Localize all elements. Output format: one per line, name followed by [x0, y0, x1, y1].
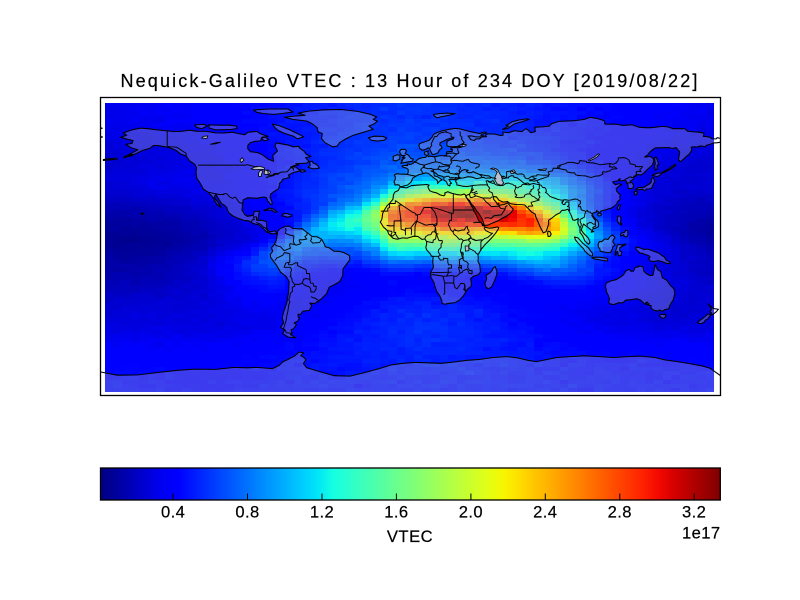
- svg-text:1.6: 1.6: [384, 503, 408, 522]
- svg-text:2.8: 2.8: [608, 503, 632, 522]
- svg-text:2.4: 2.4: [533, 503, 557, 522]
- svg-text:0.4: 0.4: [161, 503, 185, 522]
- svg-text:3.2: 3.2: [682, 503, 706, 522]
- svg-text:1.2: 1.2: [310, 503, 334, 522]
- svg-text:0.8: 0.8: [235, 503, 259, 522]
- svg-text:2.0: 2.0: [459, 503, 483, 522]
- svg-text:VTEC: VTEC: [387, 527, 433, 546]
- svg-text:1e17: 1e17: [682, 524, 721, 543]
- svg-text:Nequick-Galileo VTEC : 13 Hour: Nequick-Galileo VTEC : 13 Hour of 234 DO…: [120, 71, 699, 91]
